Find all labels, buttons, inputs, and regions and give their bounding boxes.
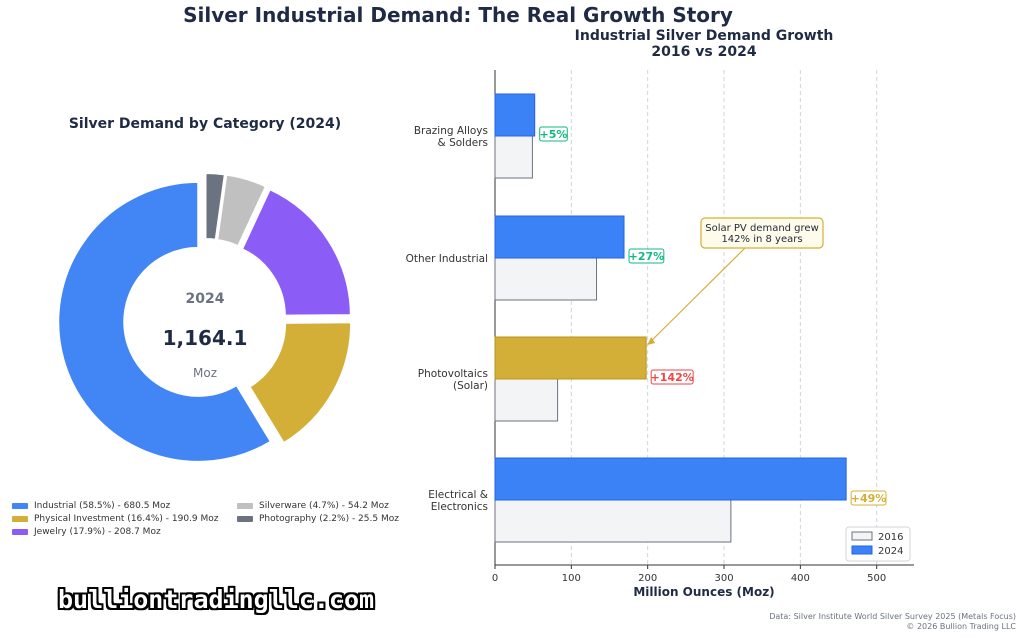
bar-chart-title-line: Industrial Silver Demand Growth xyxy=(575,28,834,44)
legend-swatch-photography xyxy=(237,516,253,522)
x-axis-label: Million Ounces (Moz) xyxy=(633,585,774,599)
legend-swatch-physical-investment xyxy=(12,516,28,522)
y-category-label: Photovoltaics xyxy=(418,368,488,380)
legend-label-silverware: Silverware (4.7%) - 54.2 Moz xyxy=(259,501,389,511)
bar-legend-label-2016: 2016 xyxy=(878,532,903,543)
x-tick-label: 500 xyxy=(867,573,886,584)
legend-label-physical-investment: Physical Investment (16.4%) - 190.9 Moz xyxy=(34,514,219,524)
bar-legend-swatch-2024 xyxy=(851,545,873,555)
donut-slice-physical-investment xyxy=(248,321,353,445)
growth-label: +27% xyxy=(629,250,665,263)
y-category-label: Electronics xyxy=(431,501,488,513)
bar-2016-other-industrial xyxy=(494,257,598,301)
bar-2016-photovoltaics-solar xyxy=(494,378,559,422)
bar-legend-swatch-2016 xyxy=(851,531,873,541)
footer-source: Data: Silver Institute World Silver Surv… xyxy=(769,612,1016,621)
donut-center-unit: Moz xyxy=(193,366,217,380)
legend-label-industrial: Industrial (58.5%) - 680.5 Moz xyxy=(34,501,171,511)
y-category-label: Electrical & xyxy=(428,489,488,501)
bar-2024-other-industrial xyxy=(494,215,625,259)
annotation-arrowhead xyxy=(647,337,656,345)
growth-label-box xyxy=(650,369,694,385)
donut-slice-silverware xyxy=(216,173,268,248)
x-tick-label: 400 xyxy=(791,573,810,584)
donut-center-total: 1,164.1 xyxy=(163,326,248,350)
legend-swatch-silverware xyxy=(237,503,253,509)
legend-item-industrial: Industrial (58.5%) - 680.5 Moz xyxy=(12,500,170,512)
legend-item-photography: Photography (2.2%) - 25.5 Moz xyxy=(237,513,399,525)
bar-2016-brazing-alloys-solders xyxy=(494,135,533,179)
y-category-label: Other Industrial xyxy=(406,253,488,265)
y-category-label: (Solar) xyxy=(453,380,488,392)
bar-2024-photovoltaics-solar xyxy=(494,336,647,380)
watermark-text: bulliontradingllc.com xyxy=(58,585,375,614)
growth-label: +5% xyxy=(540,128,568,141)
x-tick-label: 200 xyxy=(638,573,657,584)
y-category-label: & Solders xyxy=(438,137,488,149)
x-tick-label: 300 xyxy=(714,573,733,584)
annotation-text: 142% in 8 years xyxy=(721,234,802,245)
growth-label-box xyxy=(850,490,887,506)
legend-swatch-jewelry xyxy=(12,529,28,535)
bar-2024-electrical-electronics xyxy=(494,457,847,501)
bar-2024-brazing-alloys-solders xyxy=(494,93,536,137)
donut-chart-title: Silver Demand by Category (2024) xyxy=(68,116,342,132)
legend-item-physical-investment: Physical Investment (16.4%) - 190.9 Moz xyxy=(12,513,219,525)
growth-label-box xyxy=(628,248,665,264)
annotation-box xyxy=(700,217,824,249)
main-title: Silver Industrial Demand: The Real Growt… xyxy=(183,3,733,27)
y-category-label: Brazing Alloys xyxy=(414,125,488,137)
annotation-arrow xyxy=(648,247,746,344)
donut-legend: Industrial (58.5%) - 680.5 Moz Physical … xyxy=(12,500,412,542)
donut-chart: 2024 1,164.1 Moz xyxy=(57,172,353,463)
donut-slice-jewelry xyxy=(240,187,352,317)
donut-slice-photography xyxy=(204,172,226,241)
legend-swatch-industrial xyxy=(12,503,28,509)
growth-label: +142% xyxy=(651,371,694,384)
growth-label: +49% xyxy=(851,492,887,505)
growth-label-box xyxy=(539,126,568,142)
bar-chart-title-line: 2016 vs 2024 xyxy=(651,44,756,60)
x-tick-label: 100 xyxy=(562,573,581,584)
legend-item-silverware: Silverware (4.7%) - 54.2 Moz xyxy=(237,500,389,512)
bar-2016-electrical-electronics xyxy=(494,499,732,543)
bar-legend-label-2024: 2024 xyxy=(878,546,903,557)
x-tick-label: 0 xyxy=(492,573,498,584)
donut-center-year: 2024 xyxy=(186,291,225,307)
legend-label-jewelry: Jewelry (17.9%) - 208.7 Moz xyxy=(34,527,161,537)
legend-item-jewelry: Jewelry (17.9%) - 208.7 Moz xyxy=(12,526,161,538)
footer-copyright: © 2026 Bullion Trading LLC xyxy=(906,622,1016,631)
annotation-text: Solar PV demand grew xyxy=(705,223,819,234)
donut-slice-industrial xyxy=(57,180,273,463)
legend-label-photography: Photography (2.2%) - 25.5 Moz xyxy=(259,514,399,524)
